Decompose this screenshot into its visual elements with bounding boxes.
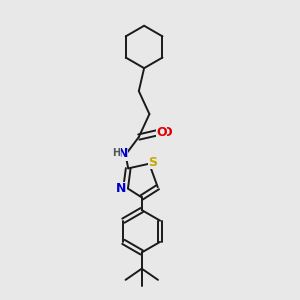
Text: N: N bbox=[117, 147, 128, 160]
Text: O: O bbox=[156, 126, 167, 139]
Text: H: H bbox=[112, 148, 120, 158]
Text: S: S bbox=[148, 156, 157, 169]
Text: N: N bbox=[116, 182, 126, 195]
Text: N: N bbox=[117, 147, 128, 160]
Text: O: O bbox=[161, 126, 172, 139]
Text: H: H bbox=[112, 148, 120, 158]
Text: N: N bbox=[116, 182, 126, 195]
Text: S: S bbox=[148, 156, 157, 169]
